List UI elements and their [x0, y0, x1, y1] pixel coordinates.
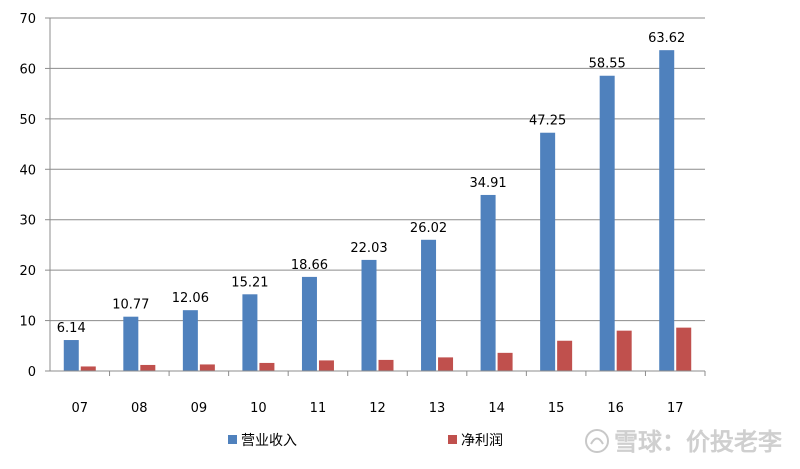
- bar-revenue: [361, 259, 377, 371]
- bar-net-profit: [318, 360, 334, 371]
- bar-revenue: [421, 239, 437, 371]
- data-label: 34.91: [469, 176, 506, 191]
- bar-net-profit: [616, 330, 632, 371]
- bar-net-profit: [199, 364, 215, 371]
- y-tick-label: 30: [19, 214, 36, 229]
- bar-net-profit: [676, 327, 692, 371]
- bar-revenue: [540, 132, 556, 371]
- x-tick-label: 16: [607, 401, 624, 416]
- x-tick-label: 13: [429, 401, 446, 416]
- x-tick-label: 14: [488, 401, 505, 416]
- y-tick-label: 50: [19, 113, 36, 128]
- legend-label: 净利润: [461, 433, 503, 449]
- legend-swatch: [448, 435, 457, 444]
- y-tick-label: 60: [19, 62, 36, 77]
- bar-revenue: [242, 294, 258, 371]
- bar-revenue: [182, 310, 198, 371]
- bar-net-profit: [438, 357, 454, 371]
- data-label: 10.77: [112, 298, 149, 313]
- bars: [63, 50, 692, 371]
- bar-net-profit: [378, 359, 394, 371]
- y-tick-label: 40: [19, 163, 36, 178]
- bar-revenue: [123, 316, 139, 371]
- bar-net-profit: [497, 352, 513, 371]
- snowball-logo-icon: [585, 429, 609, 453]
- axes: 0 10 20 30 40 50 60 70 07 08 09 10 11 12 13 14 15 16 17: [19, 12, 706, 416]
- data-label: 63.62: [648, 31, 685, 46]
- bar-net-profit: [259, 362, 275, 371]
- legend: 营业收入 净利润: [228, 433, 503, 449]
- bar-net-profit: [557, 340, 573, 371]
- data-label: 6.14: [57, 321, 86, 336]
- x-tick-label: 09: [191, 401, 208, 416]
- bar-net-profit: [80, 366, 96, 371]
- legend-label: 营业收入: [241, 433, 297, 449]
- y-tick-label: 70: [19, 12, 36, 27]
- bar-net-profit: [140, 364, 156, 371]
- data-label: 22.03: [350, 241, 387, 256]
- data-label: 18.66: [291, 258, 328, 273]
- bar-revenue: [301, 276, 317, 371]
- x-tick-label: 10: [250, 401, 267, 416]
- y-tick-label: 20: [19, 264, 36, 279]
- watermark-text: 雪球：价投老李: [614, 428, 782, 456]
- legend-swatch: [228, 435, 237, 444]
- x-tick-label: 08: [131, 401, 148, 416]
- bar-revenue: [659, 50, 675, 371]
- y-tick-label: 0: [28, 365, 36, 380]
- data-label: 47.25: [529, 114, 566, 129]
- x-tick-label: 15: [548, 401, 565, 416]
- gridlines: [50, 17, 705, 322]
- data-label: 58.55: [589, 57, 626, 72]
- bar-revenue: [599, 75, 615, 371]
- data-labels: 6.14 10.77 12.06 15.21 18.66 22.03 26.02 34.91 4…: [57, 31, 686, 336]
- x-tick-label: 17: [667, 401, 684, 416]
- y-tick-label: 10: [19, 315, 36, 330]
- watermark: 雪球：价投老李: [585, 428, 782, 456]
- data-label: 15.21: [231, 275, 268, 290]
- bar-revenue: [480, 194, 496, 371]
- x-tick-label: 12: [369, 401, 386, 416]
- x-tick-label: 07: [71, 401, 88, 416]
- bar-revenue: [63, 340, 79, 371]
- data-label: 26.02: [410, 221, 447, 236]
- data-label: 12.06: [172, 291, 209, 306]
- x-tick-label: 11: [310, 401, 327, 416]
